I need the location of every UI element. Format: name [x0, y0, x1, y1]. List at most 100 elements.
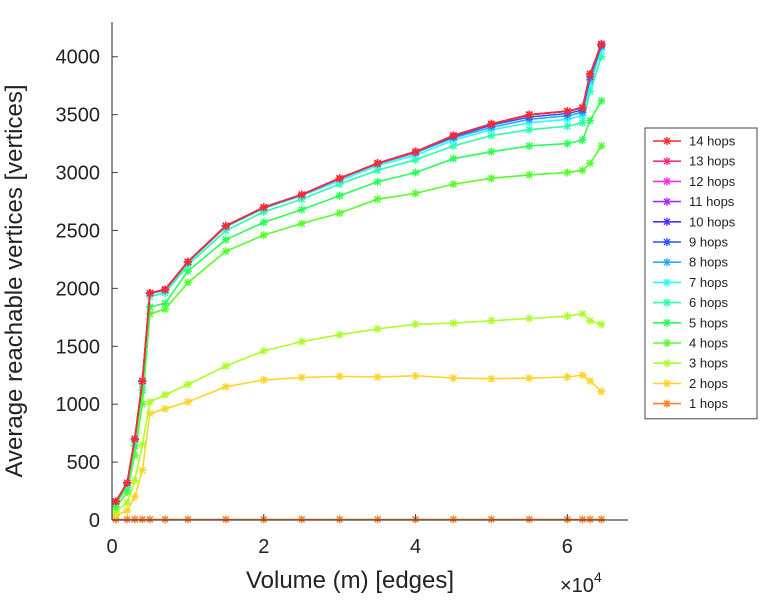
- axes: [111, 22, 628, 521]
- data-point-2-hops: [525, 374, 534, 383]
- data-point-6-hops: [525, 125, 534, 134]
- legend-marker: [663, 298, 671, 307]
- data-point-3-hops: [563, 312, 572, 321]
- data-point-4-hops: [586, 159, 595, 168]
- legend-label: 10 hops: [689, 214, 736, 229]
- data-point-14-hops: [586, 70, 595, 79]
- data-point-2-hops: [130, 492, 139, 501]
- data-point-2-hops: [487, 374, 496, 383]
- data-point-2-hops: [183, 397, 192, 406]
- data-point-2-hops: [563, 372, 572, 381]
- legend-label: 5 hops: [689, 315, 729, 330]
- y-tick-label: 4000: [56, 47, 101, 69]
- data-point-3-hops: [145, 397, 154, 406]
- legend-marker: [663, 197, 671, 206]
- legend-marker: [663, 177, 671, 186]
- data-point-14-hops: [487, 119, 496, 128]
- data-point-14-hops: [373, 159, 382, 168]
- data-point-5-hops: [525, 141, 534, 150]
- legend-entry-7-hops: 7 hops: [653, 275, 729, 290]
- data-point-2-hops: [586, 377, 595, 386]
- legend-marker: [663, 157, 671, 166]
- series-group: [111, 40, 606, 524]
- x-tick-label: 0: [106, 536, 117, 558]
- data-point-3-hops: [597, 320, 606, 329]
- series-line-10-hops: [115, 43, 603, 502]
- data-point-5-hops: [563, 139, 572, 148]
- data-point-14-hops: [563, 107, 572, 116]
- data-point-2-hops: [597, 387, 606, 396]
- legend-entry-1-hops: 1 hops: [653, 396, 729, 411]
- data-point-4-hops: [563, 168, 572, 177]
- data-point-2-hops: [123, 506, 132, 515]
- data-point-4-hops: [259, 231, 268, 240]
- data-point-2-hops: [449, 374, 458, 383]
- data-point-14-hops: [138, 377, 147, 386]
- data-point-14-hops: [145, 289, 154, 298]
- y-axis-label: Average reachable vertices [vertices]: [1, 84, 28, 477]
- data-point-5-hops: [161, 299, 170, 308]
- data-point-4-hops: [411, 189, 420, 198]
- x-tick-label: 2: [258, 536, 269, 558]
- legend-label: 13 hops: [689, 154, 736, 169]
- data-point-14-hops: [449, 131, 458, 140]
- legend-label: 14 hops: [689, 134, 736, 149]
- data-point-4-hops: [297, 219, 306, 228]
- y-tick-label: 1000: [56, 394, 101, 416]
- data-point-5-hops: [411, 168, 420, 177]
- y-tick-label: 0: [89, 510, 100, 532]
- data-point-14-hops: [123, 478, 132, 487]
- legend-marker: [663, 318, 671, 327]
- legend-entry-9-hops: 9 hops: [653, 235, 729, 250]
- data-point-6-hops: [563, 122, 572, 131]
- data-point-2-hops: [297, 373, 306, 382]
- legend-entry-2-hops: 2 hops: [653, 376, 729, 391]
- legend-label: 7 hops: [689, 275, 729, 290]
- data-point-5-hops: [586, 116, 595, 125]
- series-line-11-hops: [115, 43, 603, 502]
- series-line-4-hops: [115, 145, 603, 508]
- data-point-14-hops: [161, 285, 170, 294]
- y-tick-label: 1500: [56, 336, 101, 358]
- data-point-5-hops: [578, 136, 587, 145]
- data-point-5-hops: [259, 218, 268, 227]
- x-multiplier-base: ×10: [560, 575, 594, 597]
- series-line-14-hops: [115, 43, 603, 502]
- data-point-4-hops: [449, 180, 458, 189]
- data-point-3-hops: [586, 316, 595, 325]
- legend-label: 4 hops: [689, 336, 729, 351]
- data-point-2-hops: [259, 375, 268, 384]
- data-point-5-hops: [335, 191, 344, 200]
- data-point-2-hops: [221, 382, 230, 391]
- series-line-13-hops: [115, 43, 603, 502]
- legend-label: 6 hops: [689, 295, 729, 310]
- data-point-5-hops: [449, 154, 458, 163]
- data-point-2-hops: [411, 371, 420, 380]
- legend-entry-5-hops: 5 hops: [653, 315, 729, 330]
- data-point-14-hops: [183, 257, 192, 266]
- series-4-hops: [111, 141, 606, 512]
- series-line-12-hops: [115, 43, 603, 502]
- data-point-2-hops: [335, 372, 344, 381]
- legend-entry-12-hops: 12 hops: [653, 174, 736, 189]
- series-line-3-hops: [115, 313, 602, 513]
- x-tick-label: 4: [410, 536, 421, 558]
- data-point-14-hops: [221, 221, 230, 230]
- data-point-4-hops: [221, 247, 230, 256]
- data-point-2-hops: [138, 466, 147, 475]
- data-point-6-hops: [578, 118, 587, 127]
- series-line-5-hops: [115, 100, 603, 505]
- data-point-3-hops: [138, 440, 147, 449]
- y-tick-label: 500: [67, 452, 100, 474]
- data-point-14-hops: [578, 103, 587, 112]
- legend-marker: [663, 359, 671, 368]
- data-point-14-hops: [297, 190, 306, 199]
- data-point-5-hops: [487, 147, 496, 156]
- data-point-3-hops: [297, 337, 306, 346]
- legend: 14 hops 13 hops 12 hops 11 hops 10 hops 9 hop…: [644, 127, 758, 420]
- data-point-6-hops: [449, 141, 458, 150]
- series-5-hops: [111, 96, 606, 508]
- data-point-4-hops: [373, 195, 382, 204]
- legend-marker: [663, 379, 671, 388]
- data-point-14-hops: [597, 40, 606, 49]
